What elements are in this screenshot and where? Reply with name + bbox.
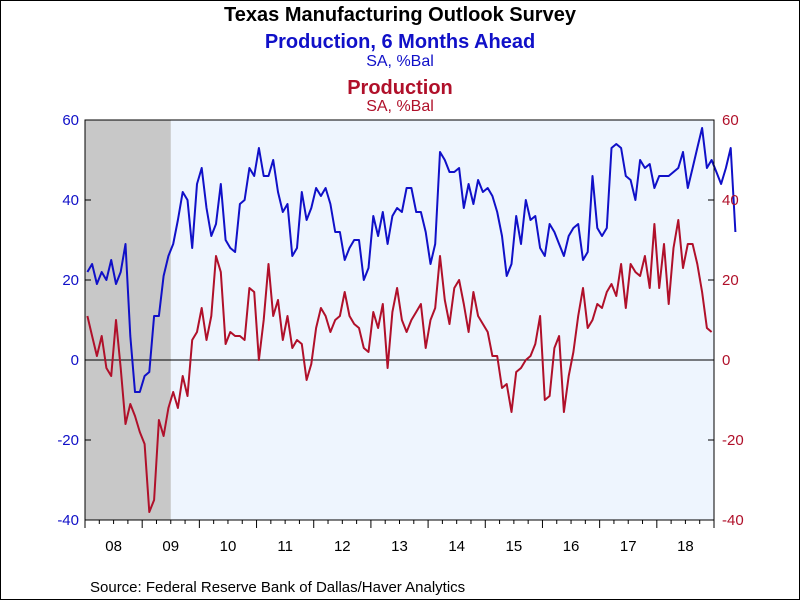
chart-title: Texas Manufacturing Outlook Survey <box>224 4 576 26</box>
x-tick-label: 12 <box>334 538 351 555</box>
series1-subtitle: SA, %Bal <box>366 53 434 70</box>
series-line-1 <box>86 127 737 393</box>
y-right-tick-label: 60 <box>722 112 739 129</box>
y-left-tick-label: 0 <box>71 352 79 369</box>
y-left-tick-label: -20 <box>57 432 79 449</box>
x-tick-label: 15 <box>506 538 523 555</box>
x-tick-label: 09 <box>162 538 179 555</box>
y-right-tick-label: -40 <box>722 512 744 529</box>
axis-layer: -40 -20 0 20 40 60 -40 -20 0 20 40 60 08 09 10 11 12 13 14… <box>57 112 743 555</box>
y-right-tick-label: 0 <box>722 352 730 369</box>
x-tick-label: 08 <box>105 538 122 555</box>
y-right-tick-label: 20 <box>722 272 739 289</box>
series2-subtitle: SA, %Bal <box>366 98 434 115</box>
y-left-tick-label: 60 <box>62 112 79 129</box>
series2-title: Production <box>347 77 453 99</box>
y-right-tick-label: 40 <box>722 192 739 209</box>
y-left-tick-label: -40 <box>57 512 79 529</box>
x-tick-label: 14 <box>448 538 465 555</box>
recession-shading <box>85 120 171 520</box>
x-tick-label: 13 <box>391 538 408 555</box>
series1-title: Production, 6 Months Ahead <box>264 31 536 53</box>
x-tick-label: 16 <box>563 538 580 555</box>
source-note: Source: Federal Reserve Bank of Dallas/H… <box>90 579 466 596</box>
series-line-2 <box>86 219 713 513</box>
x-tick-label: 17 <box>620 538 637 555</box>
series-layer <box>86 127 737 513</box>
y-right-tick-label: -20 <box>722 432 744 449</box>
x-tick-label: 11 <box>277 538 293 555</box>
x-tick-label: 10 <box>220 538 237 555</box>
y-left-tick-label: 40 <box>62 192 79 209</box>
plot-area <box>85 120 714 520</box>
x-tick-label: 18 <box>677 538 694 555</box>
y-left-tick-label: 20 <box>62 272 79 289</box>
